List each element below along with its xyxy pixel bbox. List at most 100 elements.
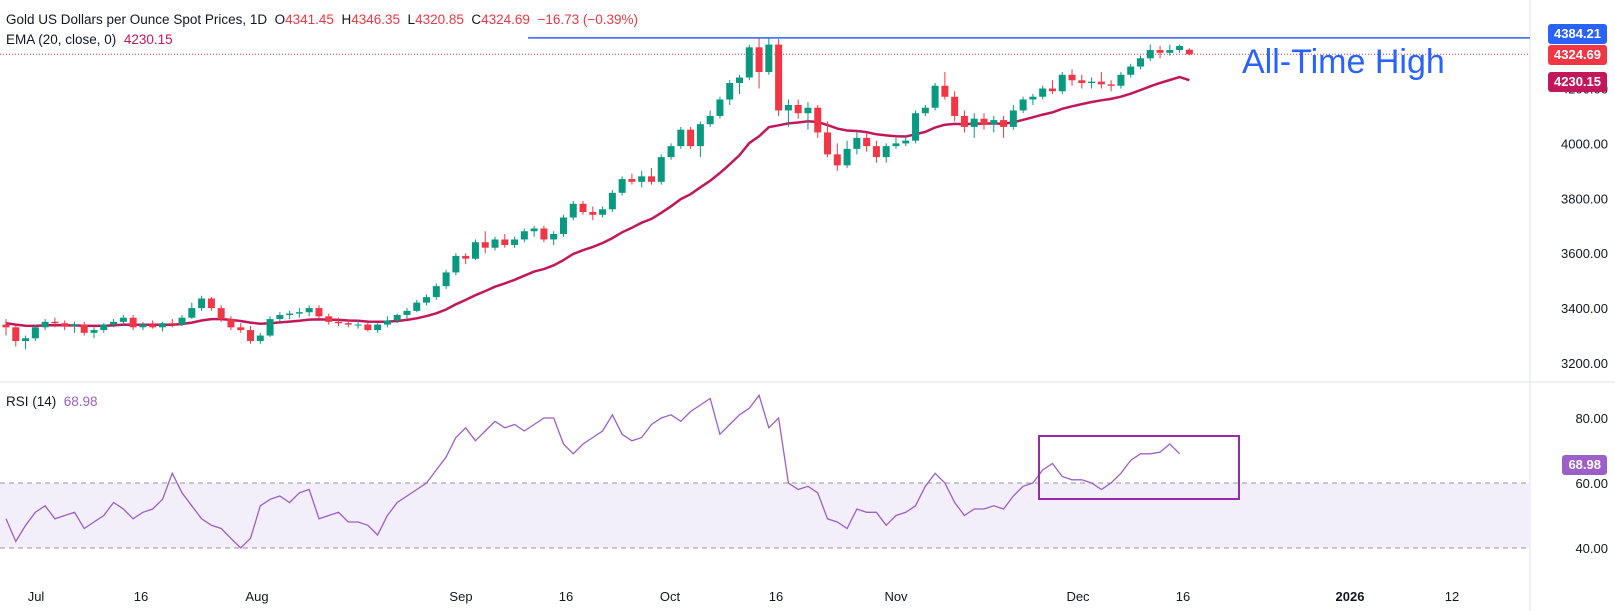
ema-header: EMA (20, close, 0) 4230.15 (6, 32, 173, 47)
candle-body (990, 120, 998, 125)
rsi-line (5, 393, 1181, 549)
candle-body (305, 308, 313, 313)
candle-body (354, 324, 362, 326)
time-tick-label: Aug (245, 589, 268, 604)
candle-body (51, 321, 59, 324)
price-tick-label: 3600.00 (1561, 246, 1608, 261)
candle-body (247, 330, 254, 342)
candle-body (696, 124, 704, 147)
candle-body (824, 132, 832, 155)
ema-label: EMA (20, close, 0) (6, 32, 117, 47)
candle-body (775, 44, 783, 111)
rsi-highlight-box (1038, 435, 1240, 500)
candle-body (413, 302, 421, 311)
candle-body (765, 44, 773, 73)
candle-body (442, 272, 450, 287)
low-label: L (407, 12, 416, 27)
candle-body (1097, 81, 1105, 85)
close-value: 4324.69 (481, 12, 530, 27)
time-tick-label: Oct (660, 589, 681, 604)
rsi-label: RSI (14) (6, 394, 57, 409)
ema-price-badge: 4230.15 (1548, 72, 1607, 92)
candle-body (960, 115, 968, 127)
time-tick-label: 16 (769, 589, 783, 604)
time-tick-label: Sep (449, 589, 472, 604)
candle-body (618, 179, 626, 193)
candle-body (41, 321, 49, 328)
candle-body (481, 242, 489, 248)
candle-body (677, 129, 685, 147)
candle-body (569, 203, 577, 218)
candle-body (276, 314, 284, 320)
candle-body (1107, 84, 1115, 86)
candle-body (589, 212, 597, 215)
time-tick-label: 2026 (1336, 589, 1365, 604)
candle-body (80, 324, 88, 333)
candle-body (1000, 120, 1008, 127)
candle-body (286, 313, 294, 315)
candle-body (295, 312, 303, 314)
candle-body (736, 77, 743, 84)
candle-body (335, 321, 343, 324)
candle-body (256, 335, 264, 342)
high-value: 4346.35 (351, 12, 401, 27)
candle-body (863, 137, 871, 147)
candle-body (1039, 88, 1047, 97)
candle-body (1088, 81, 1096, 84)
time-tick-label: Dec (1066, 589, 1090, 604)
candle-body (559, 217, 567, 234)
time-tick-label: Nov (884, 589, 908, 604)
candle-body (608, 192, 616, 210)
candle-body (599, 209, 607, 215)
candle-body (1156, 50, 1164, 53)
candle-body (667, 146, 675, 158)
candle-body (687, 129, 695, 147)
rsi-header: RSI (14) 68.98 (6, 394, 98, 409)
candle-body (2, 324, 10, 328)
close-label: C (471, 12, 482, 27)
candle-body (1009, 110, 1017, 127)
candle-body (149, 324, 157, 328)
candle-body (1029, 96, 1037, 100)
candle-body (628, 179, 636, 182)
candle-body (217, 308, 225, 320)
time-tick-label: 16 (559, 589, 573, 604)
candle-body (902, 140, 910, 144)
candle-body (403, 310, 411, 315)
candle-body (462, 255, 470, 259)
candle-body (1146, 50, 1154, 59)
candle-body (158, 323, 166, 328)
candle-body (912, 113, 920, 141)
candle-body (550, 233, 558, 240)
price-header: Gold US Dollars per Ounce Spot Prices, 1… (6, 12, 638, 27)
candle-body (1117, 74, 1125, 86)
candle-body (814, 107, 822, 133)
candle-body (315, 308, 323, 317)
candle-body (61, 323, 69, 326)
candle-body (12, 327, 20, 342)
candle-body (110, 321, 118, 325)
candle-body (921, 107, 929, 114)
candle-body (129, 317, 137, 328)
candle-body (794, 104, 802, 114)
rsi-value: 68.98 (63, 394, 98, 409)
candle-body (1166, 50, 1174, 53)
candle-body (178, 317, 186, 325)
candle-body (843, 148, 851, 166)
candle-body (432, 286, 440, 298)
candle-body (1176, 45, 1184, 51)
candle-body (726, 83, 734, 100)
all-time-high-annotation: All-Time High (1242, 43, 1445, 81)
candle-body (364, 324, 372, 331)
candle-body (374, 324, 382, 331)
candle-body (227, 319, 235, 328)
change-value: −16.73 (−0.39%) (537, 12, 639, 27)
candle-body (540, 228, 548, 240)
candle-body (647, 176, 655, 182)
rsi-band (0, 483, 1530, 548)
candle-body (237, 327, 245, 331)
candle-body (1058, 74, 1066, 92)
price-tick-label: 3200.00 (1561, 356, 1608, 371)
candle-body (511, 239, 519, 245)
